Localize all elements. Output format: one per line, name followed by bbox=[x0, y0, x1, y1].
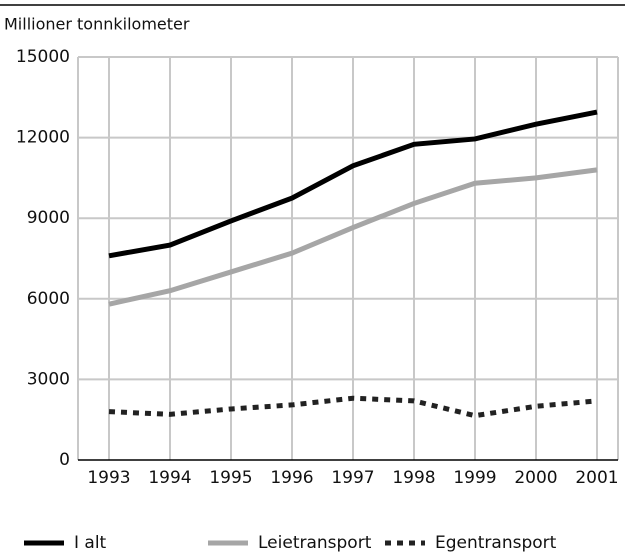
y-tick-label: 0 bbox=[59, 450, 70, 470]
y-tick-label: 3000 bbox=[27, 369, 70, 389]
y-tick-label: 9000 bbox=[27, 208, 70, 228]
y-tick-label: 12000 bbox=[16, 128, 70, 148]
series-line bbox=[108, 395, 598, 419]
y-tick-label: 6000 bbox=[27, 289, 70, 309]
x-tick-label: 1993 bbox=[87, 468, 130, 488]
y-axis-label: Millioner tonnkilometer bbox=[4, 15, 190, 34]
x-tick-label: 1999 bbox=[453, 468, 496, 488]
x-tick-label: 2001 bbox=[575, 468, 618, 488]
legend-label: Egentransport bbox=[435, 533, 557, 553]
x-tick-label: 1996 bbox=[270, 468, 313, 488]
x-tick-label: 1995 bbox=[209, 468, 252, 488]
series-line bbox=[108, 167, 598, 307]
x-tick-label: 1994 bbox=[148, 468, 191, 488]
legend-label: Leietransport bbox=[258, 533, 372, 553]
legend-label: I alt bbox=[74, 533, 107, 553]
y-tick-label: 15000 bbox=[16, 47, 70, 67]
x-tick-label: 2000 bbox=[514, 468, 557, 488]
x-tick-label: 1998 bbox=[392, 468, 435, 488]
x-tick-label: 1997 bbox=[331, 468, 374, 488]
series-line bbox=[108, 109, 598, 259]
